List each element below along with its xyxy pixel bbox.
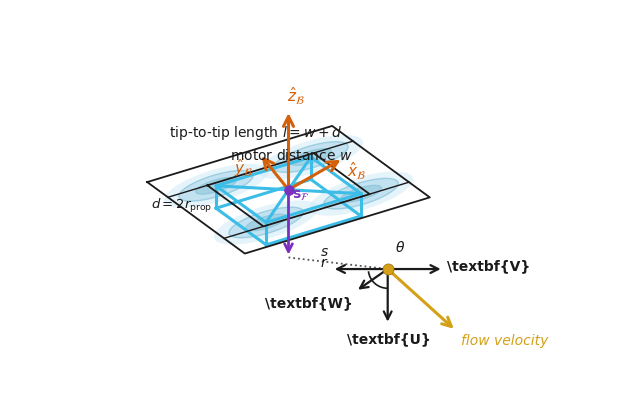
Text: $\hat{x}_\mathcal{B}$: $\hat{x}_\mathcal{B}$	[347, 160, 366, 182]
Text: flow velocity: flow velocity	[460, 334, 548, 348]
Ellipse shape	[259, 135, 363, 179]
Text: motor distance $w$: motor distance $w$	[230, 148, 353, 163]
Ellipse shape	[179, 171, 253, 201]
Text: $r$: $r$	[320, 256, 329, 270]
Text: \textbf{V}: \textbf{V}	[446, 259, 530, 273]
Text: \textbf{W}: \textbf{W}	[265, 296, 353, 310]
Text: $\hat{y}_\mathcal{B}$: $\hat{y}_\mathcal{B}$	[235, 157, 254, 179]
Ellipse shape	[245, 214, 287, 231]
Text: \textbf{U}: \textbf{U}	[347, 332, 431, 346]
Ellipse shape	[274, 142, 348, 172]
Ellipse shape	[309, 171, 413, 216]
Text: $\mathbf{s}_\mathcal{F}$: $\mathbf{s}_\mathcal{F}$	[292, 189, 309, 203]
Text: tip-to-tip length $l = w + d$: tip-to-tip length $l = w + d$	[169, 124, 342, 142]
Ellipse shape	[340, 185, 382, 202]
Text: $\hat{z}_\mathcal{B}$: $\hat{z}_\mathcal{B}$	[287, 85, 305, 107]
Text: $s$: $s$	[320, 245, 330, 259]
Ellipse shape	[214, 201, 318, 245]
Ellipse shape	[195, 177, 236, 194]
Text: $d = 2r_\mathrm{prop}$: $d = 2r_\mathrm{prop}$	[150, 197, 212, 215]
Ellipse shape	[324, 178, 398, 209]
Ellipse shape	[164, 164, 268, 208]
Ellipse shape	[229, 207, 303, 238]
Ellipse shape	[290, 149, 332, 165]
Text: $\theta$: $\theta$	[396, 240, 406, 255]
